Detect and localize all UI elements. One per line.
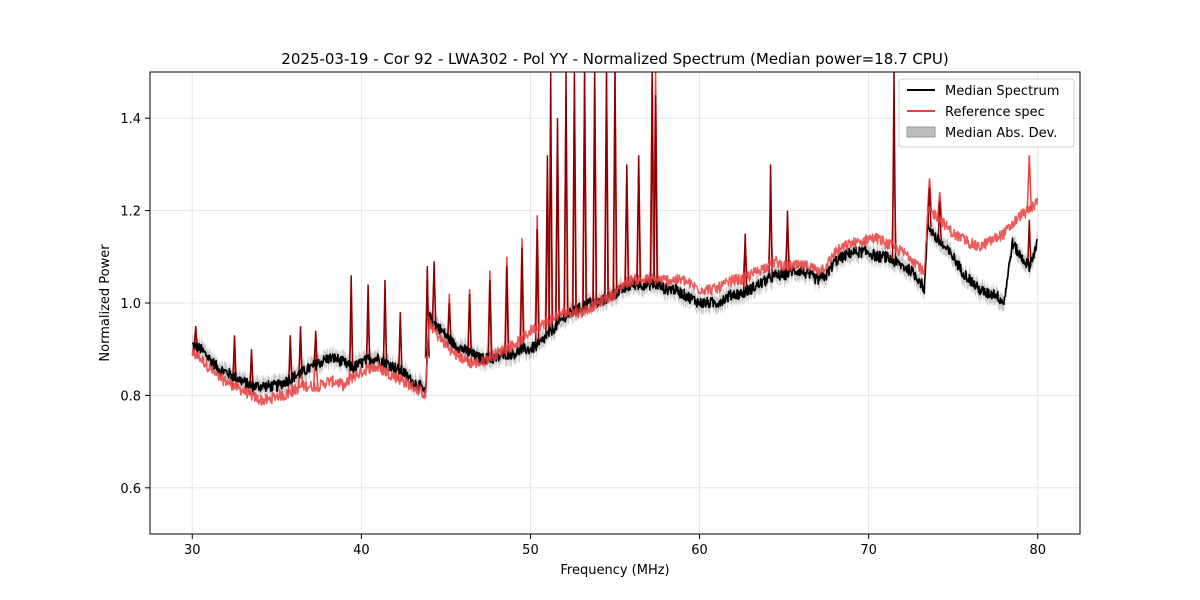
median-spike: [937, 201, 942, 243]
median-spike: [785, 210, 790, 274]
median-spike: [592, 71, 597, 304]
median-spike: [298, 326, 303, 374]
legend: Median Spectrum Reference spec Median Ab…: [898, 78, 1075, 148]
y-axis-label: Normalized Power: [98, 244, 113, 362]
median-spike: [555, 118, 560, 325]
mad-band: [192, 217, 1038, 402]
legend-box: [898, 78, 1075, 148]
median-spike: [348, 275, 354, 367]
median-spike: [504, 265, 510, 354]
median-spike: [288, 335, 293, 379]
median-spike: [487, 279, 493, 359]
median-spike: [582, 71, 587, 306]
median-spike: [636, 155, 641, 285]
median-spike: [545, 155, 550, 336]
grid: [150, 72, 1080, 534]
reference-spike: [936, 192, 943, 219]
median-spike: [398, 312, 403, 371]
y-tick-label: 1.2: [120, 205, 141, 220]
reference-spike: [926, 178, 933, 212]
reference-spike: [1026, 155, 1033, 211]
x-tick-label: 30: [184, 543, 201, 558]
median-spike: [1027, 219, 1032, 267]
reference-spectrum-line: [191, 197, 1039, 406]
x-tick-label: 60: [691, 543, 708, 558]
y-axis-ticks: 0.6 0.8 1.0 1.2 1.4: [120, 112, 150, 497]
median-spike: [927, 187, 932, 228]
median-spike: [313, 330, 318, 365]
x-tick-label: 40: [353, 543, 370, 558]
median-spike: [742, 233, 748, 292]
median-spike: [768, 164, 773, 279]
median-spike: [249, 349, 254, 387]
median-spike: [232, 335, 237, 377]
line-layer: [191, 197, 1039, 406]
legend-label-median: Median Spectrum: [945, 84, 1059, 99]
x-axis-label: Frequency (MHz): [560, 563, 669, 578]
mad-band-layer: [192, 217, 1038, 402]
median-spike: [431, 261, 437, 323]
median-spike: [467, 293, 472, 353]
x-tick-label: 80: [1029, 543, 1046, 558]
median-spike: [563, 71, 569, 316]
y-tick-label: 1.4: [120, 112, 141, 127]
median-spike: [519, 247, 525, 350]
x-axis-ticks: 30 40 50 60 70 80: [184, 534, 1046, 558]
chart-title: 2025-03-19 - Cor 92 - LWA302 - Pol YY - …: [281, 50, 948, 68]
median-spike: [382, 279, 388, 363]
legend-label-reference: Reference spec: [945, 105, 1045, 120]
median-spike: [365, 284, 371, 360]
median-spike: [548, 71, 553, 332]
y-tick-label: 0.6: [120, 482, 141, 497]
median-spike: [572, 71, 577, 312]
x-tick-label: 70: [860, 543, 877, 558]
median-spike: [653, 95, 658, 285]
median-spike: [193, 326, 198, 347]
y-tick-label: 0.8: [120, 389, 141, 404]
legend-swatch-mad: [906, 126, 936, 138]
y-tick-label: 1.0: [120, 297, 141, 312]
median-spike: [534, 229, 540, 346]
reference-spike: [312, 349, 319, 387]
median-spike: [891, 71, 897, 262]
median-spike: [624, 164, 630, 288]
legend-label-mad: Median Abs. Dev.: [945, 126, 1057, 141]
x-tick-label: 50: [522, 543, 539, 558]
median-spike: [447, 302, 452, 340]
